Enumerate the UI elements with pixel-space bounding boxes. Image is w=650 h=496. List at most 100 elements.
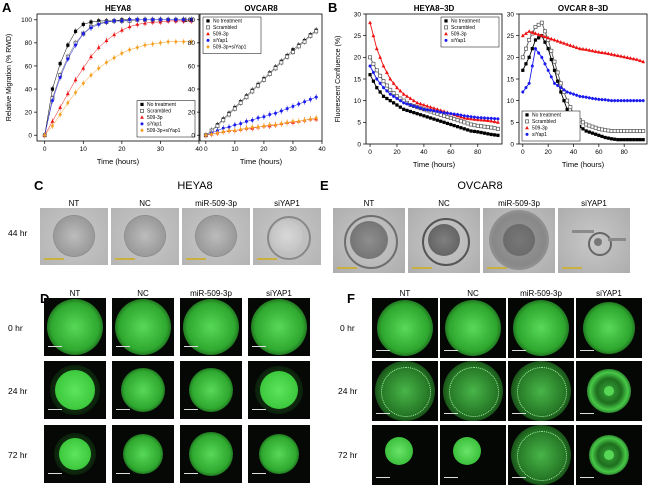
data-point [285,120,289,125]
spheroid-fluor [189,368,233,412]
data-point [135,17,140,22]
data-point [43,133,47,137]
data-point [603,128,608,133]
data-point [374,68,379,73]
data-point [432,110,436,115]
data-point [119,28,124,32]
data-point [577,118,582,123]
panel-e-col-nt: NT [363,199,375,208]
scale-bar [444,413,458,414]
data-point [415,100,420,105]
legend-box-heya8_migration [136,100,196,138]
fluor-image-f-r2-c3 [576,425,642,485]
data-point [411,104,416,109]
scale-bar [186,258,206,260]
series-line-3 [522,47,644,102]
data-point [127,24,132,29]
data-point [448,111,453,116]
data-point [291,48,295,52]
fluor-image-f-r1-c3 [576,361,642,421]
data-point [597,133,601,137]
data-point [314,117,319,121]
data-point [81,32,85,36]
data-point [268,71,272,75]
data-point [232,128,237,133]
scale-bar [48,346,62,347]
data-point [628,56,633,60]
data-point [73,29,78,33]
data-point [543,40,547,44]
data-point [638,129,642,133]
data-point [641,129,646,133]
data-point [435,110,439,113]
x-tick-label: 20 [118,146,126,153]
data-point [303,100,307,104]
data-point [166,17,171,22]
data-point [552,59,557,64]
data-point [43,133,47,137]
data-point [104,19,109,23]
fluor-image-d-r2-c3 [248,425,310,483]
data-point [571,120,576,124]
data-point [549,48,554,53]
data-point [584,95,588,99]
data-point [120,19,124,23]
data-point [262,123,266,128]
data-point [619,129,623,133]
data-point [232,106,237,111]
legend-label: 509-3p [147,115,163,121]
data-point [378,81,382,85]
data-point [479,116,483,120]
data-point [575,93,579,97]
data-point [412,104,416,108]
data-point [524,62,528,66]
data-point [458,119,463,124]
data-point [489,125,494,130]
data-point [527,38,532,42]
y-tick-label: 10 [507,98,515,105]
data-point [533,38,538,42]
data-point [215,130,220,135]
data-point [227,111,231,115]
data-point [244,126,249,131]
plot-frame-ovcar8_migration [199,13,323,142]
data-point [112,19,116,23]
chart-title-heya8_migration: HEYA8 [105,4,131,13]
spheroid-ring [588,232,612,256]
data-point [127,47,132,52]
data-point [120,18,124,22]
data-point [455,125,460,129]
data-point [239,100,243,104]
fluor-image-d-r2-c0 [44,425,106,483]
data-point [556,79,560,83]
spheroid-fluor [251,299,307,355]
data-point [600,134,604,139]
legend-marker [206,19,210,23]
spheroid-fluor [115,299,171,355]
fluor-image-d-r0-c1 [112,298,174,356]
spheroid-image-e-1 [408,208,480,273]
data-point [597,97,601,101]
data-point [628,138,633,142]
data-point [381,94,386,98]
fluor-image-d-r1-c2 [180,361,242,419]
data-point [520,55,525,60]
data-point [613,137,617,141]
legend-label: Scrambled [532,119,556,125]
data-point [285,53,289,58]
x-tick-label: 80 [474,149,482,156]
data-point [291,119,295,124]
spheroid-texture [381,367,431,417]
scale-bar [580,350,594,351]
data-point [412,110,416,115]
data-point [314,115,318,120]
chart-title-heya8_3d: HEYA8–3D [414,4,455,13]
data-point [378,55,383,59]
legend-label: No treatment [451,19,481,25]
data-point [97,19,101,23]
data-point [378,90,382,94]
data-point [384,70,389,74]
data-point [472,129,476,134]
scale-bar [376,350,390,351]
data-point [42,133,47,138]
